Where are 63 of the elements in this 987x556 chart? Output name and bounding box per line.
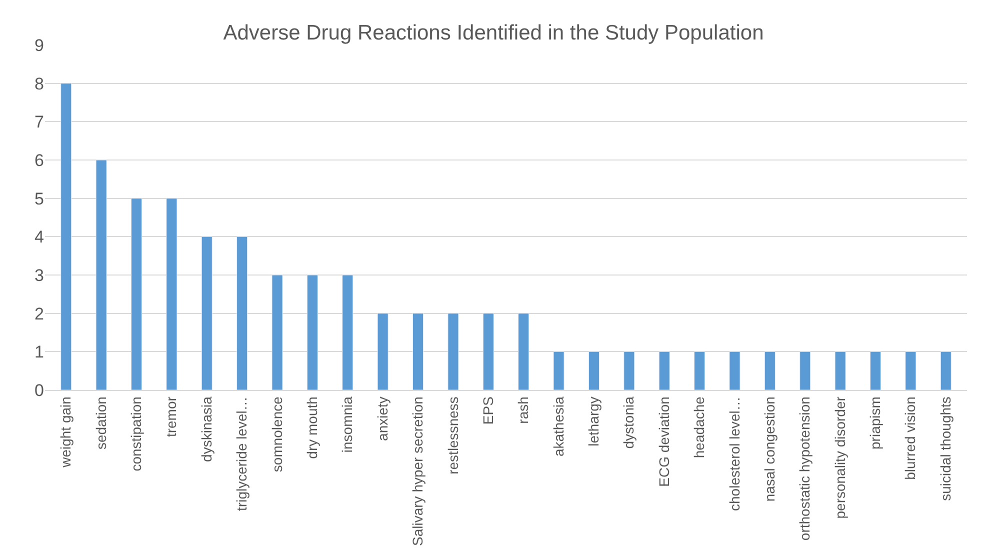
x-tick-label: restlessness — [444, 396, 461, 474]
x-tick-label: cholesterol level… — [726, 396, 742, 511]
bar — [236, 236, 248, 390]
bar — [166, 198, 178, 390]
chart-title: Adverse Drug Reactions Identified in the Study Population — [223, 22, 764, 45]
x-tick-label: nasal congestion — [761, 396, 778, 502]
bar — [96, 160, 107, 390]
bar — [870, 351, 882, 390]
x-tick-label: lethargy — [586, 396, 602, 446]
bar — [658, 351, 670, 390]
bar — [342, 274, 354, 390]
x-tick-label: tremor — [163, 396, 180, 438]
y-tick-label: 5 — [34, 189, 44, 208]
x-tick-label: suicidal thoughts — [937, 396, 954, 501]
bar — [377, 313, 388, 390]
x-tick-label: dry mouth — [304, 396, 320, 459]
bar — [553, 351, 564, 390]
bar — [518, 313, 530, 390]
bar — [448, 313, 459, 390]
x-tick-label: sedation — [92, 396, 109, 450]
x-tick-label: orthostatic hypotension — [796, 396, 813, 541]
bar — [729, 351, 740, 390]
bar — [905, 351, 916, 390]
x-tick-label: headache — [691, 396, 708, 458]
y-tick-label: 0 — [34, 380, 44, 400]
x-tick-label: weight gain — [58, 396, 74, 468]
x-tick-label: constipation — [128, 396, 144, 472]
x-tick-label: EPS — [480, 396, 496, 425]
x-tick-label: dystonia — [620, 396, 637, 449]
bar — [764, 351, 776, 390]
x-tick-label: Salivary hyper secretion — [410, 396, 426, 546]
x-tick-label: akathesia — [550, 396, 566, 457]
bar — [694, 351, 706, 390]
y-tick-label: 9 — [34, 36, 44, 55]
x-tick-label: dyskinasia — [198, 396, 214, 462]
y-tick-label: 1 — [34, 342, 44, 362]
bar — [201, 236, 212, 390]
x-tick-label: personality disorder — [832, 396, 848, 519]
y-tick-label: 7 — [34, 112, 44, 132]
bar — [800, 351, 811, 390]
x-tick-label: blurred vision — [902, 396, 918, 480]
bar — [940, 351, 952, 390]
bar — [624, 351, 635, 390]
x-tick-label: ECG deviation — [656, 396, 672, 487]
bar — [306, 274, 318, 390]
x-tick-label: triglyceride level… — [234, 396, 250, 511]
bar — [412, 313, 424, 390]
y-tick-label: 8 — [34, 74, 44, 94]
y-tick-label: 2 — [34, 304, 44, 324]
bar — [272, 274, 283, 390]
x-tick-label: rash — [515, 396, 532, 424]
x-tick-label: priapism — [867, 396, 884, 450]
x-tick-label: anxiety — [374, 396, 390, 441]
y-tick-label: 6 — [34, 150, 44, 170]
bar — [834, 351, 846, 390]
y-tick-label: 4 — [34, 228, 44, 247]
x-tick-label: somnolence — [268, 396, 285, 472]
x-tick-label: insomnia — [339, 396, 356, 453]
bar — [60, 83, 72, 390]
bar — [130, 198, 142, 390]
bar — [482, 313, 494, 390]
bar — [588, 351, 600, 390]
y-tick-label: 3 — [34, 266, 44, 285]
